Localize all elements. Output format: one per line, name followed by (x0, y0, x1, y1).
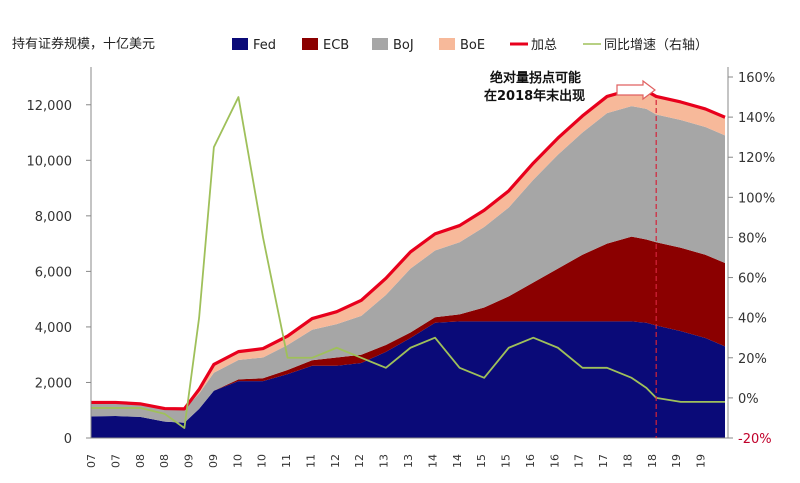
annotation-arrow-icon (616, 79, 656, 101)
y-right-tick-label: -20% (738, 432, 772, 447)
x-tick-label: 09 (207, 454, 220, 468)
y-right-tick-label: 20% (738, 352, 767, 367)
annotation-line2: 在2018年末出现 (484, 88, 585, 104)
legend-label: 同比增速（右轴） (604, 38, 708, 53)
chart-title: 持有证券规模，十亿美元 (12, 36, 155, 52)
x-tick-label: 18 (621, 454, 634, 468)
legend-label: ECB (323, 38, 349, 53)
area-boj (91, 106, 725, 423)
y-left-tick-label: 8,000 (35, 210, 72, 225)
x-tick-label: 14 (426, 454, 439, 468)
x-tick-label: 12 (329, 454, 342, 468)
y-left-tick-label: 6,000 (35, 265, 72, 280)
x-tick-label: 19 (670, 454, 683, 468)
y-axis-left: 0 2,000 4,000 6,000 8,000 10,000 12,000 (27, 67, 92, 447)
y-right-tick-label: 120% (738, 151, 775, 166)
annotation-line1: 绝对量拐点可能 (490, 70, 581, 86)
x-tick-label: 17 (573, 454, 586, 468)
stacked-areas (91, 89, 725, 438)
area-fed (91, 321, 725, 438)
x-tick-label: 19 (695, 454, 708, 468)
y-axis-right: -20% 0% 20% 40% 60% 80% 100% 120% 140% 160% (727, 67, 775, 447)
legend-label: 加总 (531, 38, 557, 53)
area-ecb (91, 236, 725, 423)
y-left-tick-label: 12,000 (27, 99, 73, 114)
x-tick-label: 08 (158, 454, 171, 468)
x-tick-label: 17 (597, 454, 610, 468)
legend-swatch-fed (232, 38, 248, 50)
annotation: 绝对量拐点可能 在2018年末出现 (484, 70, 657, 438)
x-tick-label: 11 (304, 454, 317, 468)
y-right-tick-label: 40% (738, 312, 767, 327)
y-left-tick-label: 4,000 (35, 321, 72, 336)
y-right-tick-label: 0% (738, 392, 759, 407)
y-right-tick-label: 100% (738, 191, 775, 206)
x-tick-label: 11 (280, 454, 293, 468)
x-tick-label: 10 (231, 454, 244, 468)
y-left-tick-label: 10,000 (27, 154, 73, 169)
legend: Fed ECB BoJ BoE 加总 同比增速（右轴） (232, 38, 708, 53)
y-left-tick-label: 2,000 (35, 376, 72, 391)
x-tick-label: 13 (378, 454, 391, 468)
legend-swatch-boj (372, 38, 388, 50)
x-tick-label: 07 (85, 454, 98, 468)
x-tick-label: 15 (500, 454, 513, 468)
legend-swatch-boe (439, 38, 455, 50)
legend-label: BoE (460, 38, 485, 53)
x-tick-label: 12 (353, 454, 366, 468)
x-axis: 07 07 08 08 09 09 10 10 11 11 12 12 13 13 14 14 15 15 16 16… (85, 454, 708, 468)
x-tick-label: 18 (646, 454, 659, 468)
line-yoy-growth (91, 96, 725, 429)
legend-label: BoJ (393, 38, 414, 53)
y-left-tick-label: 0 (64, 432, 72, 447)
x-tick-label: 15 (475, 454, 488, 468)
x-tick-label: 08 (134, 454, 147, 468)
y-right-tick-label: 160% (738, 71, 775, 86)
legend-label: Fed (253, 38, 276, 53)
x-tick-label: 16 (524, 454, 537, 468)
x-tick-label: 13 (402, 454, 415, 468)
y-right-tick-label: 80% (738, 231, 767, 246)
x-tick-label: 10 (256, 454, 269, 468)
x-tick-label: 09 (183, 454, 196, 468)
x-tick-label: 14 (451, 454, 464, 468)
x-tick-label: 07 (109, 454, 122, 468)
x-tick-label: 16 (548, 454, 561, 468)
legend-swatch-ecb (302, 38, 318, 50)
y-right-tick-label: 140% (738, 111, 775, 126)
y-right-tick-label: 60% (738, 272, 767, 287)
